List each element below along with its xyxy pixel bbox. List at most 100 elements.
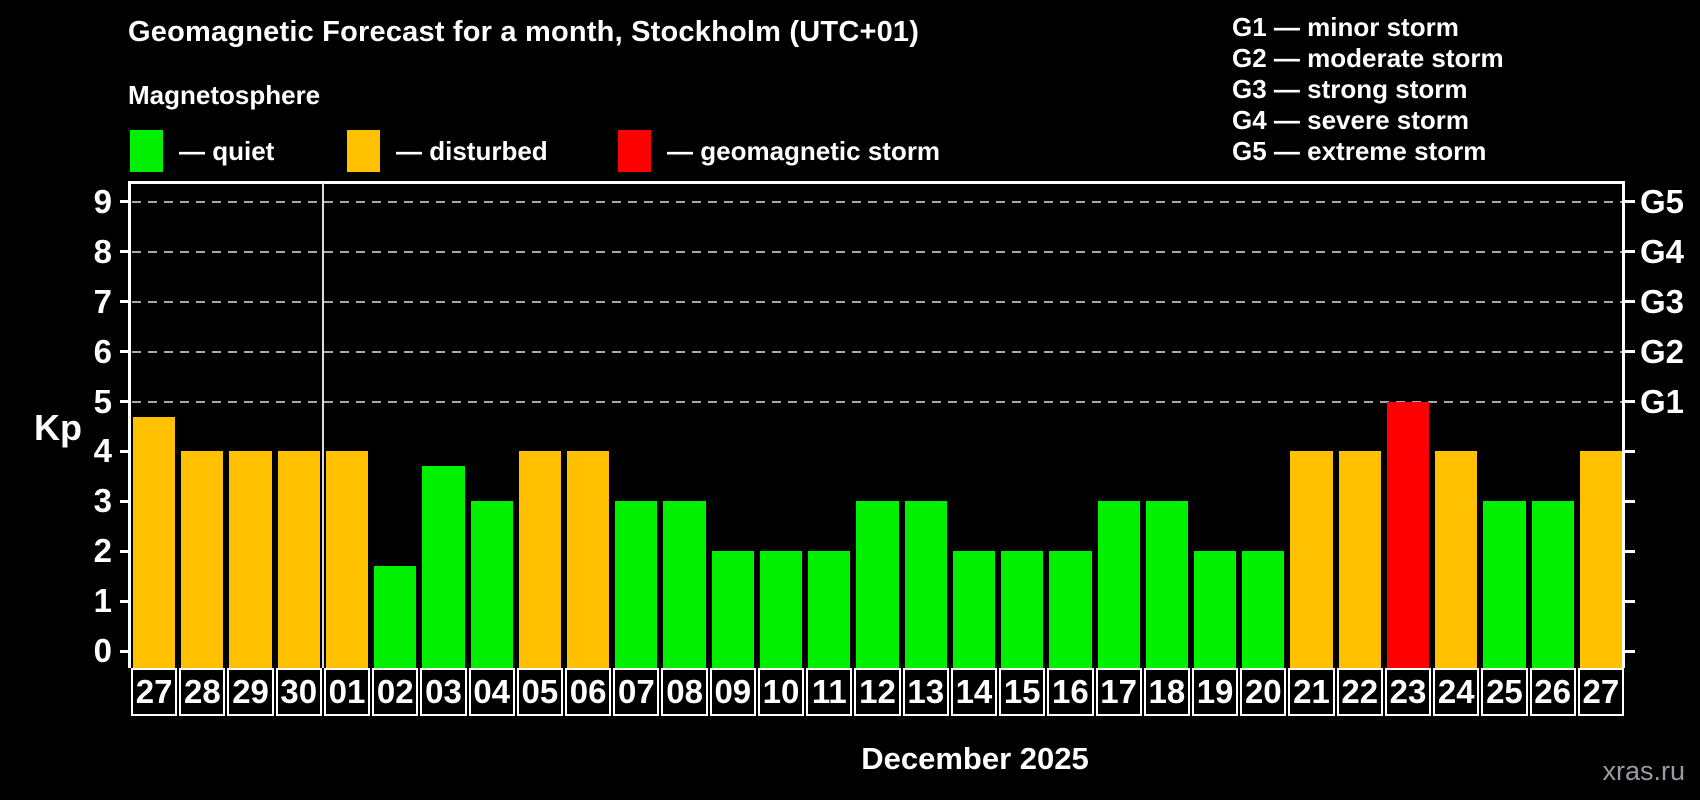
y-tick-label: 5 — [93, 382, 112, 420]
y-tick-label: 0 — [93, 632, 112, 669]
g-axis-label-G5: G5 — [1640, 182, 1685, 220]
y-tick-label: 1 — [93, 582, 112, 620]
g-axis-label-G1: G1 — [1640, 382, 1685, 420]
day-label-cell: 22 — [1336, 668, 1383, 716]
y-tick-label: 6 — [93, 332, 112, 370]
y-tick-label: 8 — [93, 232, 112, 270]
legend-item-storm: — geomagnetic storm — [618, 128, 940, 174]
kp-bar — [711, 551, 754, 668]
day-label-cell: 08 — [661, 668, 708, 716]
kp-bar — [615, 501, 658, 668]
y-axis-tick — [120, 449, 130, 453]
g-scale-line: G1 — minor storm — [1232, 12, 1459, 42]
day-label-cell: 27 — [1577, 668, 1624, 716]
gridline-kp6 — [132, 350, 1622, 353]
y-axis-tick — [120, 400, 130, 404]
kp-bar — [1145, 501, 1188, 668]
kp-bar — [567, 451, 610, 668]
right-axis-tick — [1625, 200, 1635, 204]
gridline-kp5 — [132, 400, 1622, 403]
day-label-cell: 09 — [709, 668, 756, 716]
gridline-kp7 — [132, 300, 1622, 303]
kp-bar — [277, 451, 320, 668]
g-scale-legend: G1 — minor storm G2 — moderate storm G3 — … — [1232, 12, 1504, 167]
legend-label-storm: — geomagnetic storm — [667, 135, 941, 166]
right-axis-tick — [1625, 599, 1635, 603]
kp-bar — [229, 451, 272, 668]
g-axis-label-G4: G4 — [1640, 232, 1685, 270]
day-label-cell: 25 — [1481, 668, 1528, 716]
day-label-cell: 03 — [420, 668, 467, 716]
day-label-cell: 30 — [275, 668, 322, 716]
legend-label-disturbed: — disturbed — [396, 135, 548, 166]
day-label-cell: 06 — [565, 668, 612, 716]
legend-item-disturbed: — disturbed — [347, 128, 548, 174]
y-axis-tick — [120, 200, 130, 204]
g-axis-label-G3: G3 — [1640, 282, 1685, 320]
kp-bar — [952, 551, 996, 668]
kp-bar — [663, 501, 706, 668]
kp-bar — [904, 501, 947, 668]
legend-label-quiet: — quiet — [179, 135, 275, 166]
day-label-cell: 27 — [131, 668, 178, 716]
kp-bar — [1386, 401, 1430, 668]
chart-subtitle: Magnetosphere — [128, 80, 321, 110]
day-label-cell: 01 — [323, 668, 371, 716]
g-scale-line: G2 — moderate storm — [1232, 43, 1504, 73]
y-tick-label: 9 — [93, 182, 112, 220]
day-label-cell: 28 — [179, 668, 226, 716]
month-separator — [321, 183, 324, 668]
kp-bar — [1435, 451, 1478, 668]
g-scale-line: G4 — severe storm — [1232, 105, 1470, 135]
kp-bar — [1483, 501, 1526, 668]
day-label-cell: 15 — [999, 668, 1046, 716]
day-label-cell: 12 — [854, 668, 901, 716]
day-label-cell: 10 — [757, 668, 805, 716]
kp-bar — [759, 551, 803, 668]
kp-bar — [1338, 451, 1381, 668]
kp-bar — [422, 466, 465, 668]
right-axis-tick — [1625, 449, 1635, 453]
legend-swatch-storm — [618, 130, 651, 172]
gridline-kp8 — [132, 250, 1622, 253]
y-tick-label: 4 — [93, 432, 112, 470]
kp-bar — [1579, 451, 1622, 668]
legend-swatch-disturbed — [347, 130, 380, 172]
g-scale-line: G3 — strong storm — [1232, 74, 1468, 104]
kp-bar — [808, 551, 851, 668]
day-label-cell: 17 — [1095, 668, 1142, 716]
kp-bar — [1193, 551, 1237, 668]
day-label-cell: 18 — [1143, 668, 1190, 716]
day-label-cell: 14 — [950, 668, 998, 716]
day-label-cell: 21 — [1288, 668, 1335, 716]
right-axis-tick — [1625, 350, 1635, 354]
kp-bar — [856, 501, 899, 668]
y-tick-label: 7 — [93, 282, 112, 320]
kp-bar — [518, 451, 562, 668]
kp-bar — [374, 566, 417, 668]
day-label-cell: 13 — [902, 668, 949, 716]
kp-bar — [181, 451, 224, 668]
right-axis-tick — [1625, 549, 1635, 553]
x-axis-title: December 2025 — [861, 741, 1089, 776]
right-axis-tick — [1625, 250, 1635, 254]
day-label-cell: 20 — [1240, 668, 1287, 716]
day-label-cell: 05 — [516, 668, 564, 716]
kp-bar — [1290, 451, 1333, 668]
day-label-cell: 23 — [1384, 668, 1432, 716]
day-label-cell: 26 — [1529, 668, 1576, 716]
day-label-cell: 24 — [1433, 668, 1480, 716]
day-label-cell: 11 — [806, 668, 853, 716]
y-axis-tick — [120, 350, 130, 354]
y-axis-tick — [120, 549, 130, 553]
y-axis-tick — [120, 499, 130, 503]
y-axis-tick — [120, 250, 130, 254]
kp-bar — [1049, 551, 1092, 668]
g-scale-line: G5 — extreme storm — [1232, 136, 1487, 166]
y-tick-label: 3 — [93, 482, 112, 520]
gridline-kp9 — [132, 200, 1622, 203]
g-axis-label-G2: G2 — [1640, 332, 1685, 370]
kp-bar — [1531, 501, 1574, 668]
kp-bar — [325, 451, 369, 668]
